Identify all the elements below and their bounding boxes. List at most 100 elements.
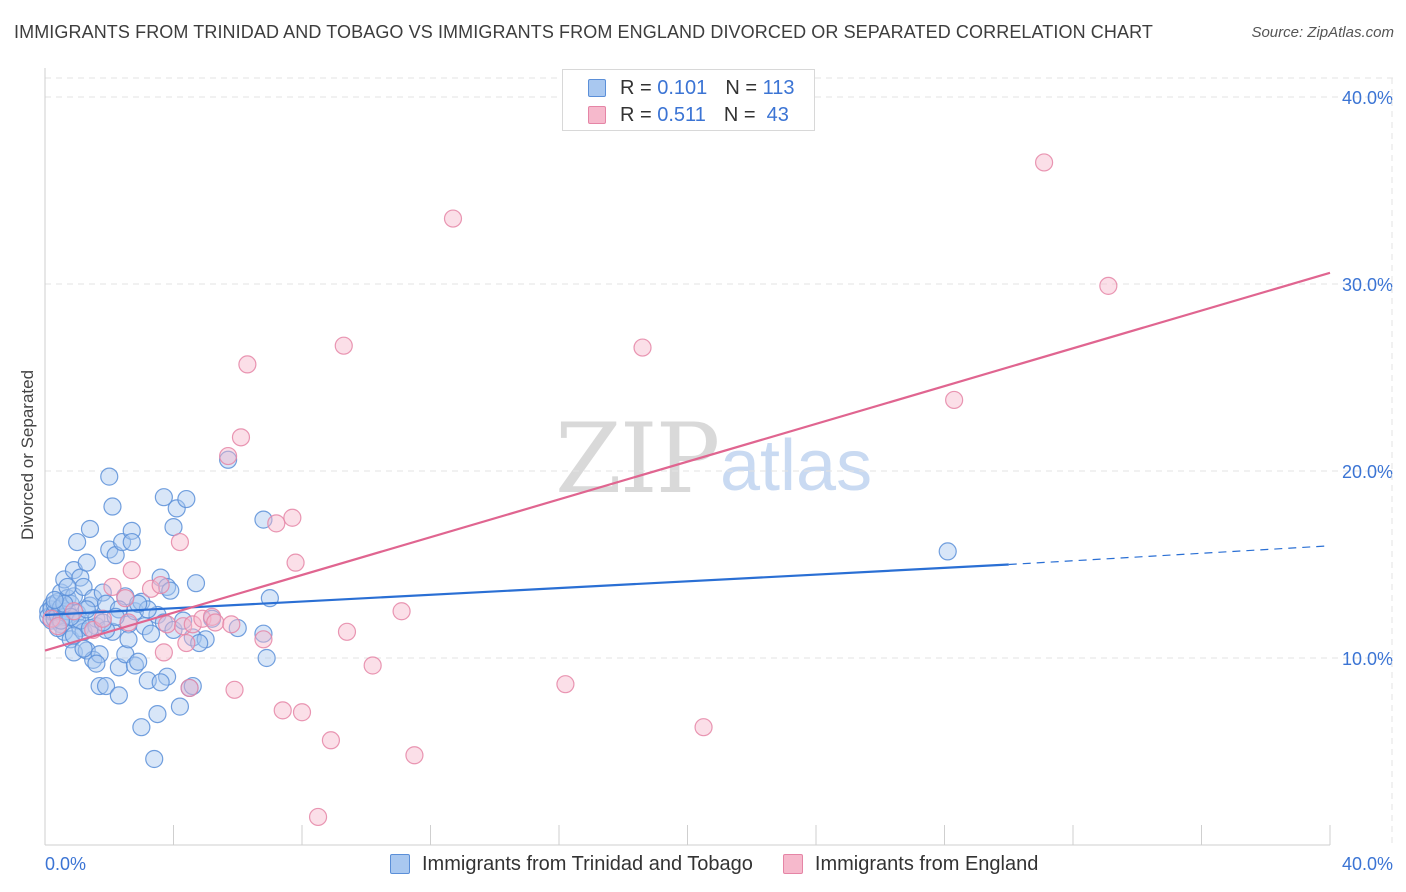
y-tick-label: 20.0% (1342, 462, 1393, 482)
point-trinidad (167, 499, 186, 518)
point-trinidad (68, 532, 87, 552)
point-england (151, 575, 170, 595)
point-trinidad (96, 676, 116, 696)
point-trinidad (186, 574, 206, 593)
point-england (392, 602, 411, 621)
y-tick-label: 10.0% (1342, 649, 1393, 669)
point-trinidad (177, 489, 196, 509)
r-label: R = (620, 76, 652, 99)
point-england (177, 633, 196, 653)
point-trinidad (119, 630, 138, 649)
point-trinidad (164, 517, 183, 537)
legend-row-england: R = 0.511 N = 43 (588, 103, 789, 127)
point-england (222, 615, 241, 634)
point-trinidad (938, 542, 957, 561)
point-trinidad (161, 581, 180, 600)
point-trinidad (148, 704, 167, 724)
point-england (694, 718, 713, 737)
point-england (308, 807, 328, 827)
legend-item-england: Immigrants from England (782, 852, 1039, 876)
point-england (267, 514, 286, 533)
point-trinidad (129, 652, 148, 671)
point-england (283, 508, 302, 527)
point-trinidad (106, 546, 125, 565)
r-value: 0.511 (657, 103, 706, 126)
point-trinidad (80, 519, 100, 539)
correlation-legend: R = 0.101 N = 113 R = 0.511 N = 43 (562, 69, 815, 131)
point-trinidad (87, 654, 106, 673)
point-england (225, 680, 244, 699)
point-england (273, 701, 292, 720)
point-england (238, 355, 257, 374)
point-england (443, 209, 463, 228)
r-label: R = (620, 103, 652, 126)
point-england (219, 446, 238, 466)
point-trinidad (58, 577, 77, 597)
point-trinidad (254, 624, 273, 643)
legend-row-trinidad: R = 0.101 N = 113 (588, 76, 794, 100)
y-tick-label: 30.0% (1342, 275, 1393, 295)
point-trinidad (103, 497, 122, 516)
x-tick-label: 40.0% (1342, 854, 1393, 874)
point-trinidad (132, 718, 151, 737)
n-value: 43 (766, 103, 789, 126)
blue-swatch-icon (390, 854, 410, 874)
point-england (180, 678, 199, 698)
point-trinidad (183, 676, 202, 696)
source-credit: Source: ZipAtlas.com (1251, 24, 1394, 41)
point-trinidad (122, 532, 141, 552)
point-trinidad (77, 553, 96, 572)
point-england (48, 617, 67, 636)
series-legend: Immigrants from Trinidad and Tobago Immi… (390, 851, 1068, 877)
n-value: 113 (762, 76, 795, 99)
point-trinidad (145, 749, 164, 769)
point-trinidad (154, 488, 173, 507)
legend-label: Immigrants from Trinidad and Tobago (422, 852, 753, 875)
point-england (93, 609, 112, 628)
point-england (405, 746, 424, 765)
trendline-trinidad-extension (1008, 545, 1331, 566)
point-england (122, 561, 141, 580)
point-england (556, 675, 575, 694)
point-england (1099, 276, 1118, 295)
point-trinidad (45, 590, 64, 610)
point-england (154, 643, 173, 662)
trendline-trinidad (44, 563, 1009, 617)
point-trinidad (154, 613, 173, 632)
legend-item-trinidad: Immigrants from Trinidad and Tobago (390, 853, 753, 876)
point-england (103, 577, 122, 597)
point-england (206, 613, 225, 632)
point-trinidad (190, 633, 209, 653)
point-england (321, 731, 341, 750)
point-england (363, 656, 382, 675)
point-trinidad (151, 673, 170, 692)
point-trinidad (100, 467, 119, 486)
point-trinidad (109, 686, 128, 705)
point-trinidad (109, 658, 128, 677)
legend-label: Immigrants from England (814, 852, 1039, 875)
point-england (286, 553, 305, 572)
point-england (170, 532, 190, 552)
point-trinidad (90, 676, 109, 696)
point-trinidad (170, 697, 190, 716)
x-tick-label: 0.0% (45, 854, 86, 874)
point-trinidad (257, 648, 276, 668)
watermark-atlas: atlas (720, 426, 872, 506)
point-england (116, 589, 135, 608)
point-england (254, 630, 273, 649)
point-england (141, 579, 161, 598)
point-trinidad (93, 583, 112, 602)
point-england (337, 622, 357, 641)
point-trinidad (141, 624, 161, 643)
point-england (183, 615, 202, 634)
r-value: 0.101 (657, 76, 708, 99)
n-label: N = (725, 76, 757, 99)
trendline-england (44, 271, 1331, 652)
pink-swatch-icon (588, 106, 606, 124)
chart-title: IMMIGRANTS FROM TRINIDAD AND TOBAGO VS I… (14, 22, 1153, 42)
y-tick-label: 40.0% (1342, 88, 1393, 108)
point-england (633, 338, 652, 357)
point-england (945, 390, 964, 410)
point-england (157, 615, 177, 634)
